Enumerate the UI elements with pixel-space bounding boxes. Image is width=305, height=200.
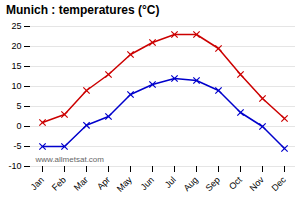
svg-text:Aug: Aug	[182, 175, 200, 193]
svg-text:Mar: Mar	[72, 175, 90, 193]
svg-text:15: 15	[11, 61, 21, 71]
svg-text:Sep: Sep	[204, 175, 222, 193]
svg-text:0: 0	[16, 121, 21, 131]
svg-text:Oct: Oct	[227, 174, 244, 191]
svg-text:Nov: Nov	[248, 174, 267, 193]
svg-text:Feb: Feb	[50, 175, 68, 193]
svg-text:25: 25	[11, 21, 21, 31]
svg-text:May: May	[115, 174, 134, 193]
svg-text:Dec: Dec	[270, 174, 289, 193]
svg-text:www.allmetsat.com: www.allmetsat.com	[35, 155, 105, 164]
svg-text:-5: -5	[13, 141, 21, 151]
svg-text:Jun: Jun	[139, 175, 156, 192]
svg-text:Apr: Apr	[95, 175, 112, 192]
svg-text:20: 20	[11, 41, 21, 51]
svg-text:Jan: Jan	[29, 175, 46, 192]
svg-text:10: 10	[11, 81, 21, 91]
svg-text:5: 5	[16, 101, 21, 111]
html-text:Munich : temperatures (°C): Munich : temperatures (°C)	[6, 3, 160, 17]
svg-text:Jul: Jul	[163, 175, 178, 190]
svg-text:-10: -10	[8, 161, 21, 171]
